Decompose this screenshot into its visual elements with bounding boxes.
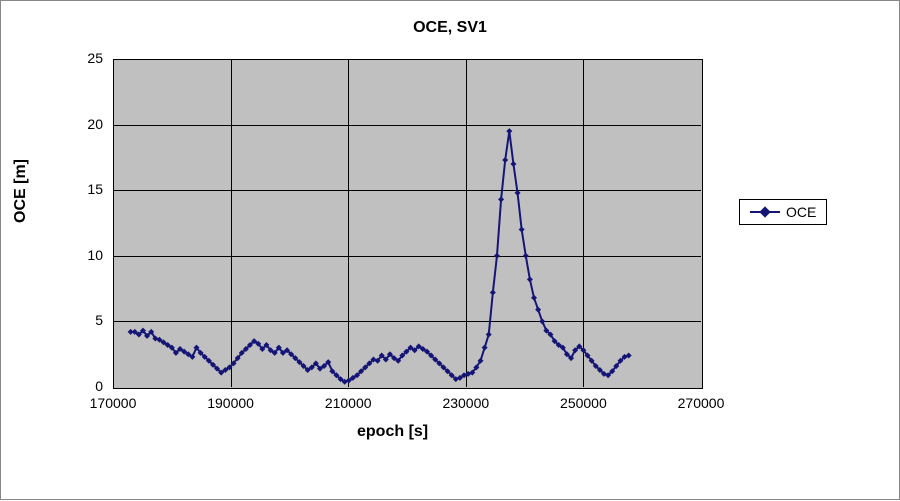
series-line [131,131,629,382]
data-marker [486,332,492,338]
data-marker [527,276,533,282]
data-marker [535,307,541,313]
data-marker [498,196,504,202]
data-marker [539,318,545,324]
chart-container: OCE, SV1 OCE [m] epoch [s] OCE 051015202… [0,0,900,500]
data-marker [519,227,525,233]
data-marker [502,157,508,163]
data-marker [531,295,537,301]
data-marker [482,345,488,351]
data-marker [510,161,516,167]
series-svg [1,1,900,501]
data-marker [515,190,521,196]
data-marker [523,253,529,259]
data-marker [494,253,500,259]
data-marker [490,290,496,296]
data-marker [506,128,512,134]
